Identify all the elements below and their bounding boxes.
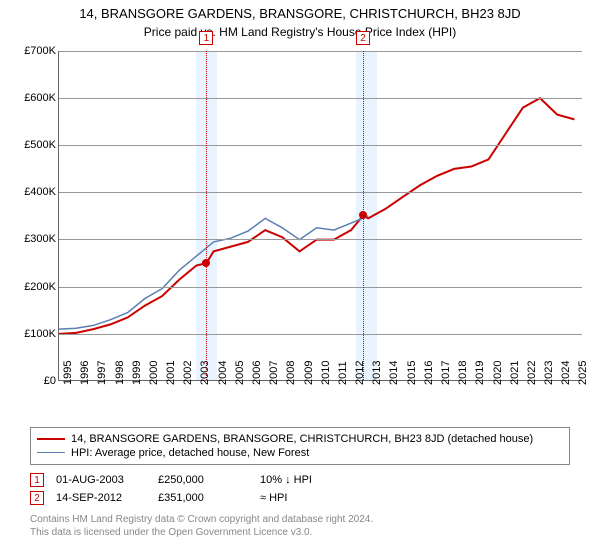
gridline (59, 192, 582, 193)
x-tick-label: 1998 (114, 360, 126, 384)
x-tick-label: 2003 (199, 360, 211, 384)
transaction-date: 14-SEP-2012 (56, 492, 146, 504)
series-line (59, 216, 368, 329)
x-tick-label: 2017 (440, 360, 452, 384)
transaction-price: £250,000 (158, 474, 248, 486)
legend-swatch (37, 438, 65, 440)
y-tick-label: £700K (12, 45, 56, 57)
x-tick-label: 1996 (79, 360, 91, 384)
x-tick-label: 2008 (285, 360, 297, 384)
transaction-date: 01-AUG-2003 (56, 474, 146, 486)
y-tick-label: £600K (12, 92, 56, 104)
x-tick-label: 2004 (217, 360, 229, 384)
page-subtitle: Price paid vs. HM Land Registry's House … (0, 23, 600, 43)
x-tick-label: 1999 (131, 360, 143, 384)
x-tick-label: 2001 (165, 360, 177, 384)
x-tick-label: 2012 (354, 360, 366, 384)
y-tick-label: £400K (12, 186, 56, 198)
table-row: 2 14-SEP-2012 £351,000 ≈ HPI (30, 489, 570, 507)
x-tick-label: 2015 (406, 360, 418, 384)
series-line (59, 98, 574, 334)
chart-area: 12 £0 £100K £200K £300K £400K £500K £600K £700K… (10, 43, 590, 423)
transaction-price: £351,000 (158, 492, 248, 504)
gridline (59, 51, 582, 52)
transaction-point (202, 259, 210, 267)
transaction-rule (206, 51, 207, 380)
x-tick-label: 2024 (560, 360, 572, 384)
series-svg (59, 51, 583, 381)
x-tick-label: 2020 (492, 360, 504, 384)
x-tick-label: 2014 (388, 360, 400, 384)
transaction-delta: ≈ HPI (260, 492, 350, 504)
x-tick-label: 2011 (337, 361, 349, 385)
x-tick-label: 2010 (320, 360, 332, 384)
y-tick-label: £100K (12, 328, 56, 340)
footer: Contains HM Land Registry data © Crown c… (30, 513, 570, 539)
x-tick-label: 2005 (234, 360, 246, 384)
legend-row: HPI: Average price, detached house, New … (37, 446, 563, 460)
transaction-number-box: 1 (30, 473, 44, 487)
transaction-point (359, 211, 367, 219)
gridline (59, 145, 582, 146)
transaction-table: 1 01-AUG-2003 £250,000 10% ↓ HPI 2 14-SEP-201… (30, 471, 570, 507)
page-title: 14, BRANSGORE GARDENS, BRANSGORE, CHRIST… (0, 0, 600, 23)
x-tick-label: 2006 (251, 360, 263, 384)
transaction-delta: 10% ↓ HPI (260, 474, 350, 486)
transaction-marker-box: 2 (356, 31, 370, 45)
x-tick-label: 1997 (96, 360, 108, 384)
x-tick-label: 2019 (474, 360, 486, 384)
transaction-number-box: 2 (30, 491, 44, 505)
table-row: 1 01-AUG-2003 £250,000 10% ↓ HPI (30, 471, 570, 489)
x-tick-label: 2025 (577, 360, 589, 384)
gridline (59, 239, 582, 240)
y-tick-label: £500K (12, 139, 56, 151)
x-tick-label: 2022 (526, 360, 538, 384)
x-tick-label: 2023 (543, 360, 555, 384)
y-tick-label: £300K (12, 233, 56, 245)
legend: 14, BRANSGORE GARDENS, BRANSGORE, CHRIST… (30, 427, 570, 465)
legend-label: HPI: Average price, detached house, New … (71, 447, 309, 459)
x-tick-label: 2009 (303, 360, 315, 384)
x-tick-label: 2007 (268, 360, 280, 384)
x-tick-label: 2021 (509, 360, 521, 384)
gridline (59, 98, 582, 99)
transaction-marker-box: 1 (199, 31, 213, 45)
x-tick-label: 2018 (457, 360, 469, 384)
legend-label: 14, BRANSGORE GARDENS, BRANSGORE, CHRIST… (71, 433, 533, 445)
x-tick-label: 2013 (371, 360, 383, 384)
x-tick-label: 2016 (423, 360, 435, 384)
legend-row: 14, BRANSGORE GARDENS, BRANSGORE, CHRIST… (37, 432, 563, 446)
x-tick-label: 1995 (62, 360, 74, 384)
footer-line-1: Contains HM Land Registry data © Crown c… (30, 513, 570, 526)
x-tick-label: 2002 (182, 360, 194, 384)
gridline (59, 334, 582, 335)
y-tick-label: £0 (12, 375, 56, 387)
legend-swatch (37, 452, 65, 453)
gridline (59, 287, 582, 288)
plot: 12 (58, 51, 582, 381)
footer-line-2: This data is licensed under the Open Gov… (30, 526, 570, 539)
y-tick-label: £200K (12, 281, 56, 293)
x-tick-label: 2000 (148, 360, 160, 384)
